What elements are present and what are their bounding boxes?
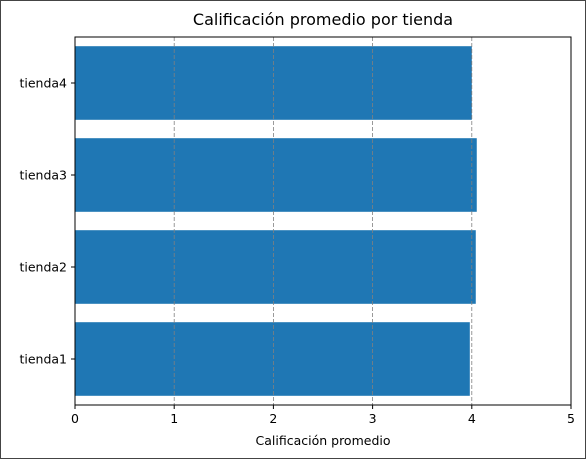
x-tick-label: 5	[567, 411, 575, 426]
bars	[75, 46, 477, 396]
x-tick-label: 3	[369, 411, 377, 426]
bar-tienda1	[75, 322, 470, 396]
x-axis-label: Calificación promedio	[256, 433, 391, 448]
x-tick-label: 2	[269, 411, 277, 426]
y-axis-ticks: tienda1 tienda2 tienda3 tienda4	[19, 76, 75, 367]
x-tick-label: 4	[468, 411, 476, 426]
plot-area-border	[74, 36, 572, 406]
chart-title: Calificación promedio por tienda	[193, 10, 453, 29]
grid-lines	[173, 37, 473, 405]
bar-tienda2	[75, 230, 476, 304]
x-tick-label: 0	[71, 411, 79, 426]
bar-tienda3	[75, 138, 477, 212]
y-tick-label: tienda4	[19, 76, 67, 91]
x-tick-label: 1	[170, 411, 178, 426]
y-tick-label: tienda2	[19, 260, 67, 275]
y-tick-label: tienda1	[19, 352, 67, 367]
x-axis-ticks: 0 1 2 3 4 5	[71, 405, 575, 426]
y-tick-label: tienda3	[19, 168, 67, 183]
